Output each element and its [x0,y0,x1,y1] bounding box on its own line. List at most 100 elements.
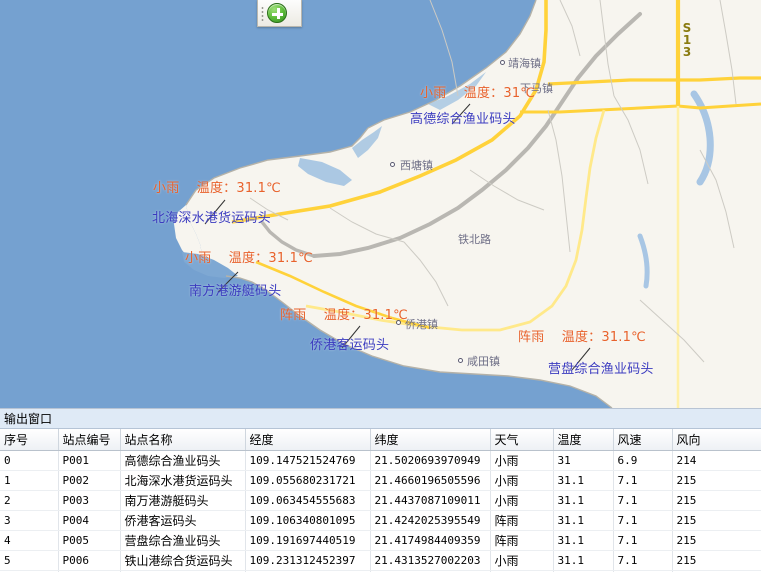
weather-text: 小雨 [153,181,180,196]
river-shape [690,90,714,186]
cell-temp: 31.1 [553,470,614,491]
drag-handle-icon[interactable] [260,4,265,22]
town-marker-dot [500,60,505,65]
weather-text: 阵雨 [280,308,307,323]
temperature-text: 温度：31.1℃ [323,308,408,323]
arterial-road-gray-2 [260,220,316,258]
column-header-temp[interactable]: 温度 [553,429,614,451]
town-label: 西塘镇 [400,159,433,172]
cell-lat: 21.4313527002203 [370,550,491,571]
cell-temp: 31 [553,450,614,471]
bay-east-shape [428,72,486,110]
town-label: 咸田镇 [467,355,500,368]
highway-lower-left-yellow [520,104,679,114]
cell-wd: 215 [672,530,761,551]
town-marker-dot [458,358,463,363]
cell-lon: 109.106340801095 [245,510,371,531]
cell-wd: 215 [672,490,761,511]
station-weather-label: 小雨 温度：31℃ [420,82,535,101]
table-row[interactable]: 1 P002 北海深水港货运码头 109.055680231721 21.4660196… [0,470,761,491]
station-name-label[interactable]: 营盘综合渔业码头 [548,362,654,377]
cell-idx: 4 [0,530,59,551]
column-header-ws[interactable]: 风速 [613,429,673,451]
cell-lon: 109.191697440519 [245,530,371,551]
cell-code: P006 [58,550,121,571]
weather-text: 小雨 [420,86,447,101]
station-weather-label: 小雨 温度：31.1℃ [185,247,313,266]
inland-bay-shape [298,158,352,186]
town-label: 下马镇 [520,82,553,95]
table-row[interactable]: 4 P005 营盘综合渔业码头 109.191697440519 21.41749844… [0,530,761,551]
cell-ws: 7.1 [613,550,673,571]
column-header-lat[interactable]: 纬度 [370,429,491,451]
station-name-label[interactable]: 南方港游艇码头 [189,284,282,299]
cell-name: 南万港游艇码头 [120,490,246,511]
cell-wx: 阵雨 [490,530,554,551]
weather-text: 阵雨 [518,330,545,345]
column-header-wx[interactable]: 天气 [490,429,554,451]
temperature-text: 温度：31.1℃ [561,330,646,345]
cell-temp: 31.1 [553,550,614,571]
output-window-title: 输出窗口 [0,409,761,429]
cell-wx: 阵雨 [490,510,554,531]
river-south-shape [637,233,650,289]
temperature-text: 温度：31.1℃ [196,181,281,196]
cell-idx: 1 [0,470,59,491]
cell-temp: 31.1 [553,530,614,551]
cell-wd: 215 [672,550,761,571]
cell-wd: 215 [672,510,761,531]
cell-idx: 3 [0,510,59,531]
west-peninsula-shape [174,205,226,276]
column-header-wd[interactable]: 风向 [672,429,761,451]
column-header-lon[interactable]: 经度 [245,429,371,451]
station-data-table: 序号 站点编号 站点名称 经度 纬度 天气 温度 风速 风向 0 P001 高德综合渔业码头 109.… [0,429,761,572]
cell-code: P001 [58,450,121,471]
cell-name: 营盘综合渔业码头 [120,530,246,551]
table-row[interactable]: 3 P004 侨港客运码头 109.106340801095 21.4242025395… [0,510,761,531]
station-name-label[interactable]: 北海深水港货运码头 [152,211,271,226]
station-name-label[interactable]: 侨港客运码头 [310,338,390,353]
highway-east-yellow [547,76,761,86]
cell-name: 北海深水港货运码头 [120,470,246,491]
cell-temp: 31.1 [553,510,614,531]
highway-qiaogang-yellow [255,260,431,330]
cell-lat: 21.4174984409359 [370,530,491,551]
town-label: 侨港镇 [405,318,438,331]
table-row[interactable]: 0 P001 高德综合渔业码头 109.147521524769 21.50206939… [0,450,761,471]
table-row[interactable]: 5 P006 铁山港综合货运码头 109.231312452397 21.4313527… [0,550,761,571]
cell-lon: 109.055680231721 [245,470,371,491]
highway-lower-yellow [677,102,761,110]
cell-code: P005 [58,530,121,551]
cell-lat: 21.5020693970949 [370,450,491,471]
nanwan-bay-shape [182,252,238,278]
column-header-name[interactable]: 站点名称 [120,429,246,451]
cell-ws: 7.1 [613,470,673,491]
table-empty-row [0,570,761,572]
minor-roads [249,0,737,363]
cell-code: P002 [58,470,121,491]
cell-idx: 5 [0,550,59,571]
cell-lon: 109.063454555683 [245,490,371,511]
cell-lat: 21.4437087109011 [370,490,491,511]
highway-south-yellow [305,109,606,332]
column-header-code[interactable]: 站点编号 [58,429,121,451]
coastline-south-stroke [225,275,613,408]
map-floating-toolbar[interactable] [257,0,302,27]
table-header-row: 序号 站点编号 站点名称 经度 纬度 天气 温度 风速 风向 [0,429,761,451]
cell-name: 侨港客运码头 [120,510,246,531]
table-row[interactable]: 2 P003 南万港游艇码头 109.063454555683 21.443708710… [0,490,761,511]
green-plus-circle-icon[interactable] [267,3,287,23]
cell-code: P004 [58,510,121,531]
arterial-road-gray [312,12,642,258]
output-grid-scroll[interactable]: 序号 站点编号 站点名称 经度 纬度 天气 温度 风速 风向 0 P001 高德综合渔业码头 109.… [0,429,761,572]
cell-ws: 7.1 [613,490,673,511]
cell-wx: 小雨 [490,550,554,571]
coastline-stroke [185,0,537,206]
cell-ws: 6.9 [613,450,673,471]
station-name-label[interactable]: 高德综合渔业码头 [410,112,516,127]
column-header-idx[interactable]: 序号 [0,429,59,451]
town-marker-dot [396,320,401,325]
